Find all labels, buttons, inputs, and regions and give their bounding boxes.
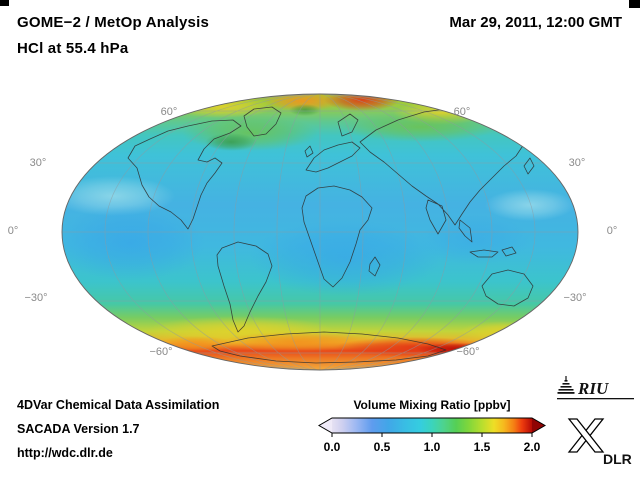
- colorbar-ticks: [331, 433, 533, 437]
- lat-label-30s-left: −30°: [24, 292, 48, 304]
- dlr-emblem-icon: [567, 418, 605, 453]
- lat-label-30n-left: 30°: [29, 157, 47, 169]
- corner-mark-top-right: [629, 0, 640, 8]
- map-outline: [61, 93, 579, 371]
- plot-subtitle: HCl at 55.4 hPa: [17, 40, 129, 57]
- lat-label-60n-left: 60°: [160, 106, 178, 118]
- lat-label-0-right: 0°: [606, 225, 618, 237]
- credit-line-version: SACADA Version 1.7: [17, 422, 140, 436]
- colorbar-right-arrow-icon: [532, 418, 545, 433]
- plot-title: GOME−2 / MetOp Analysis: [17, 14, 210, 31]
- riu-logo-text: RIU: [577, 379, 609, 398]
- credit-line-assimilation: 4DVar Chemical Data Assimilation: [17, 398, 220, 412]
- dlr-logo: DLR: [567, 418, 632, 467]
- lat-label-60n-right: 60°: [453, 106, 471, 118]
- lat-label-60s-left: −60°: [149, 346, 173, 358]
- riu-cathedral-icon: [557, 376, 575, 394]
- colorbar-tick-15: 1.5: [473, 440, 491, 454]
- credit-line-url: http://wdc.dlr.de: [17, 446, 113, 460]
- map-color-field: [62, 94, 578, 370]
- lat-label-0-left: 0°: [7, 225, 19, 237]
- colorbar: [317, 417, 547, 437]
- colorbar-tick-0: 0.0: [323, 440, 341, 454]
- colorbar-tick-05: 0.5: [373, 440, 391, 454]
- dlr-logo-text: DLR: [603, 451, 632, 467]
- lat-label-60s-right: −60°: [456, 346, 480, 358]
- lat-label-30n-right: 30°: [568, 157, 586, 169]
- riu-logo: RIU: [557, 376, 634, 400]
- colorbar-tick-2: 2.0: [523, 440, 541, 454]
- colorbar-left-arrow-icon: [319, 418, 332, 433]
- plot-timestamp: Mar 29, 2011, 12:00 GMT: [449, 14, 622, 31]
- corner-mark-top-left: [0, 0, 9, 6]
- colorbar-title: Volume Mixing Ratio [ppbv]: [353, 398, 511, 412]
- graticule: [62, 94, 578, 370]
- colorbar-tick-1: 1.0: [423, 440, 441, 454]
- lat-label-30s-right: −30°: [563, 292, 587, 304]
- riu-logo-rule: [557, 398, 634, 400]
